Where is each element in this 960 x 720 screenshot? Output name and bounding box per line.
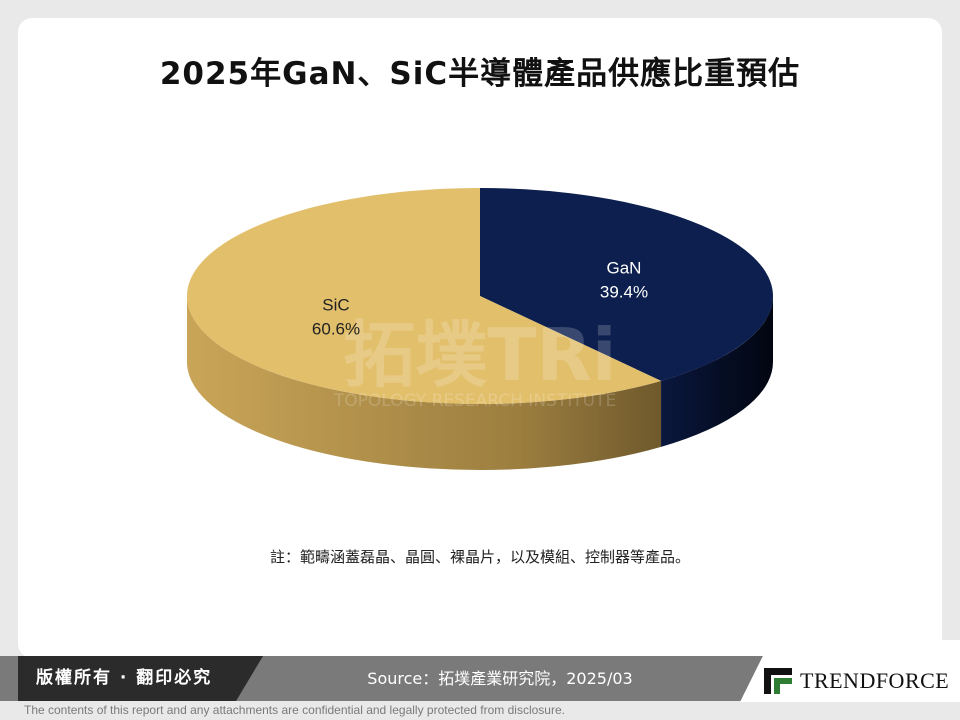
copyright-notice: 版權所有 · 翻印必究 (18, 656, 263, 701)
trendforce-logo-icon (764, 668, 792, 694)
slice-label-gan: GaN (607, 259, 642, 278)
logo-wordmark: TRENDFORCE (800, 668, 950, 693)
watermark-subtitle: TOPOLOGY RESEARCH INSTITUTE (333, 391, 616, 411)
pie-slice-gan (480, 188, 773, 381)
slice-label-sic: SiC (322, 295, 349, 314)
disclaimer: The contents of this report and any atta… (24, 703, 565, 717)
chart-title: 2025年GaN、SiC半導體產品供應比重預估 (159, 56, 801, 92)
pie-slice-sic (187, 188, 662, 404)
source-citation: Source：拓墣產業研究院，2025/03 (367, 669, 633, 688)
chart-note: 註：範疇涵蓋磊晶、晶圓、裸晶片，以及模組、控制器等產品。 (269, 548, 690, 566)
slice-value-sic: 60.6% (312, 319, 360, 338)
pie-side-gan (661, 296, 773, 447)
pie-side-sic (187, 296, 662, 470)
slice-value-gan: 39.4% (600, 283, 648, 302)
watermark-brand: 拓墣TRi (343, 313, 616, 397)
